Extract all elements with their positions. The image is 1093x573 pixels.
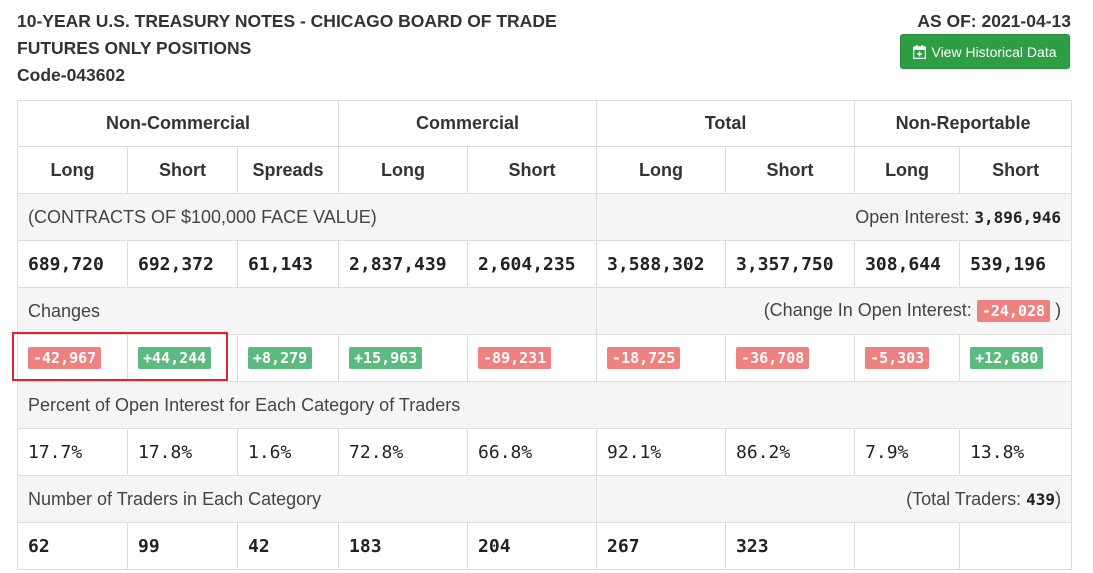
traders-label: Number of Traders in Each Category (16, 475, 598, 523)
table-cell: 308,644 (854, 240, 961, 288)
table-cell: 92.1% (596, 428, 727, 476)
total-traders-close: ) (1055, 488, 1062, 509)
change-badge: -36,708 (736, 347, 810, 369)
table-cell (959, 522, 1073, 570)
open-interest-label: Open Interest: (855, 206, 970, 227)
report-title-line-2: FUTURES ONLY POSITIONS (17, 38, 252, 58)
change-cell: -18,725 (596, 334, 727, 382)
change-badge: +12,680 (970, 347, 1044, 369)
table-cell: 692,372 (127, 240, 238, 288)
report-code: Code-043602 (17, 65, 125, 85)
table-cell: 7.9% (854, 428, 961, 476)
report-title-line-1: 10-YEAR U.S. TREASURY NOTES - CHICAGO BO… (17, 11, 557, 31)
table-cell: 66.8% (467, 428, 598, 476)
table-cell: 3,588,302 (596, 240, 727, 288)
table-cell (854, 522, 961, 570)
table-cell: 2,604,235 (467, 240, 598, 288)
change-cell: -42,967 (17, 334, 128, 382)
view-historical-data-label: View Historical Data (931, 43, 1057, 60)
change-badge: -18,725 (607, 347, 681, 369)
table-cell: 42 (236, 522, 340, 570)
change-open-interest-close: ) (1055, 300, 1062, 320)
col-total-short: Short (725, 146, 856, 194)
table-cell: 62 (17, 522, 128, 570)
group-header-row: Non-Commercial Commercial Total Non-Repo… (16, 100, 1073, 147)
change-cell: +12,680 (959, 334, 1073, 382)
table-cell: 267 (596, 522, 727, 570)
report-title: 10-YEAR U.S. TREASURY NOTES - CHICAGO BO… (17, 8, 577, 89)
changes-label: Changes (16, 287, 598, 335)
col-comm-long: Long (338, 146, 469, 194)
col-noncomm-long: Long (17, 146, 128, 194)
col-comm-short: Short (467, 146, 598, 194)
col-nonrep-short: Short (959, 146, 1073, 194)
table-cell: 61,143 (236, 240, 340, 288)
table-cell: 323 (725, 522, 856, 570)
group-non-reportable: Non-Reportable (854, 100, 1073, 147)
open-interest-cell: Open Interest: 3,896,946 (596, 193, 1073, 241)
table-cell: 13.8% (959, 428, 1073, 476)
change-cell: +15,963 (338, 334, 469, 382)
table-cell: 72.8% (338, 428, 469, 476)
percent-label-row: Percent of Open Interest for Each Catego… (16, 381, 1073, 429)
change-badge: -5,303 (865, 347, 930, 369)
change-open-interest-cell: (Change In Open Interest: -24,028 ) (596, 287, 1073, 335)
table-cell: 99 (127, 522, 238, 570)
changes-label-row: Changes (Change In Open Interest: -24,02… (16, 287, 1073, 335)
change-badge: -42,967 (28, 347, 102, 369)
total-traders-value: 439 (1026, 489, 1056, 509)
table-cell: 539,196 (959, 240, 1073, 288)
table-cell: 17.8% (127, 428, 238, 476)
as-of-date: AS OF: 2021-04-13 (917, 11, 1071, 31)
sub-header-row: Long Short Spreads Long Short Long Short… (17, 146, 1073, 194)
table-cell: 2,837,439 (338, 240, 469, 288)
contracts-label-row: (CONTRACTS OF $100,000 FACE VALUE) Open … (16, 193, 1073, 241)
change-cell: +44,244 (127, 334, 238, 382)
table-cell: 204 (467, 522, 598, 570)
change-cell: -5,303 (854, 334, 961, 382)
change-cell: -36,708 (725, 334, 856, 382)
change-badge: -89,231 (478, 347, 552, 369)
total-traders-cell: (Total Traders: 439) (596, 475, 1073, 523)
change-open-interest-label: (Change In Open Interest: (763, 300, 972, 320)
open-interest-value: 3,896,946 (974, 207, 1062, 227)
traders-label-row: Number of Traders in Each Category (Tota… (16, 475, 1073, 523)
cot-positions-table: Non-Commercial Commercial Total Non-Repo… (16, 100, 1073, 570)
group-commercial: Commercial (338, 100, 598, 147)
table-cell: 183 (338, 522, 469, 570)
percent-label: Percent of Open Interest for Each Catego… (16, 381, 1073, 429)
change-open-interest-badge: -24,028 (976, 300, 1051, 322)
view-historical-data-button[interactable]: View Historical Data (900, 34, 1070, 69)
table-cell: 3,357,750 (725, 240, 856, 288)
table-cell: 1.6% (236, 428, 340, 476)
calendar-plus-icon (913, 44, 927, 59)
group-total: Total (596, 100, 856, 147)
total-traders-label: (Total Traders: (906, 488, 1022, 509)
col-noncomm-spreads: Spreads (236, 146, 340, 194)
positions-row: 689,720 692,372 61,143 2,837,439 2,604,2… (17, 240, 1073, 288)
col-total-long: Long (596, 146, 727, 194)
change-cell: +8,279 (236, 334, 340, 382)
changes-row: -42,967 +44,244 +8,279 +15,963 -89,231 -… (17, 334, 1073, 382)
col-nonrep-long: Long (854, 146, 961, 194)
percent-row: 17.7% 17.8% 1.6% 72.8% 66.8% 92.1% 86.2%… (17, 428, 1073, 476)
change-badge: +44,244 (138, 347, 212, 369)
change-badge: +15,963 (349, 347, 423, 369)
contracts-label: (CONTRACTS OF $100,000 FACE VALUE) (16, 193, 598, 241)
group-non-commercial: Non-Commercial (16, 100, 340, 147)
col-noncomm-short: Short (127, 146, 238, 194)
table-cell: 689,720 (17, 240, 128, 288)
table-cell: 86.2% (725, 428, 856, 476)
traders-row: 62 99 42 183 204 267 323 (17, 522, 1073, 570)
table-cell: 17.7% (17, 428, 128, 476)
change-cell: -89,231 (467, 334, 598, 382)
change-badge: +8,279 (248, 347, 313, 369)
